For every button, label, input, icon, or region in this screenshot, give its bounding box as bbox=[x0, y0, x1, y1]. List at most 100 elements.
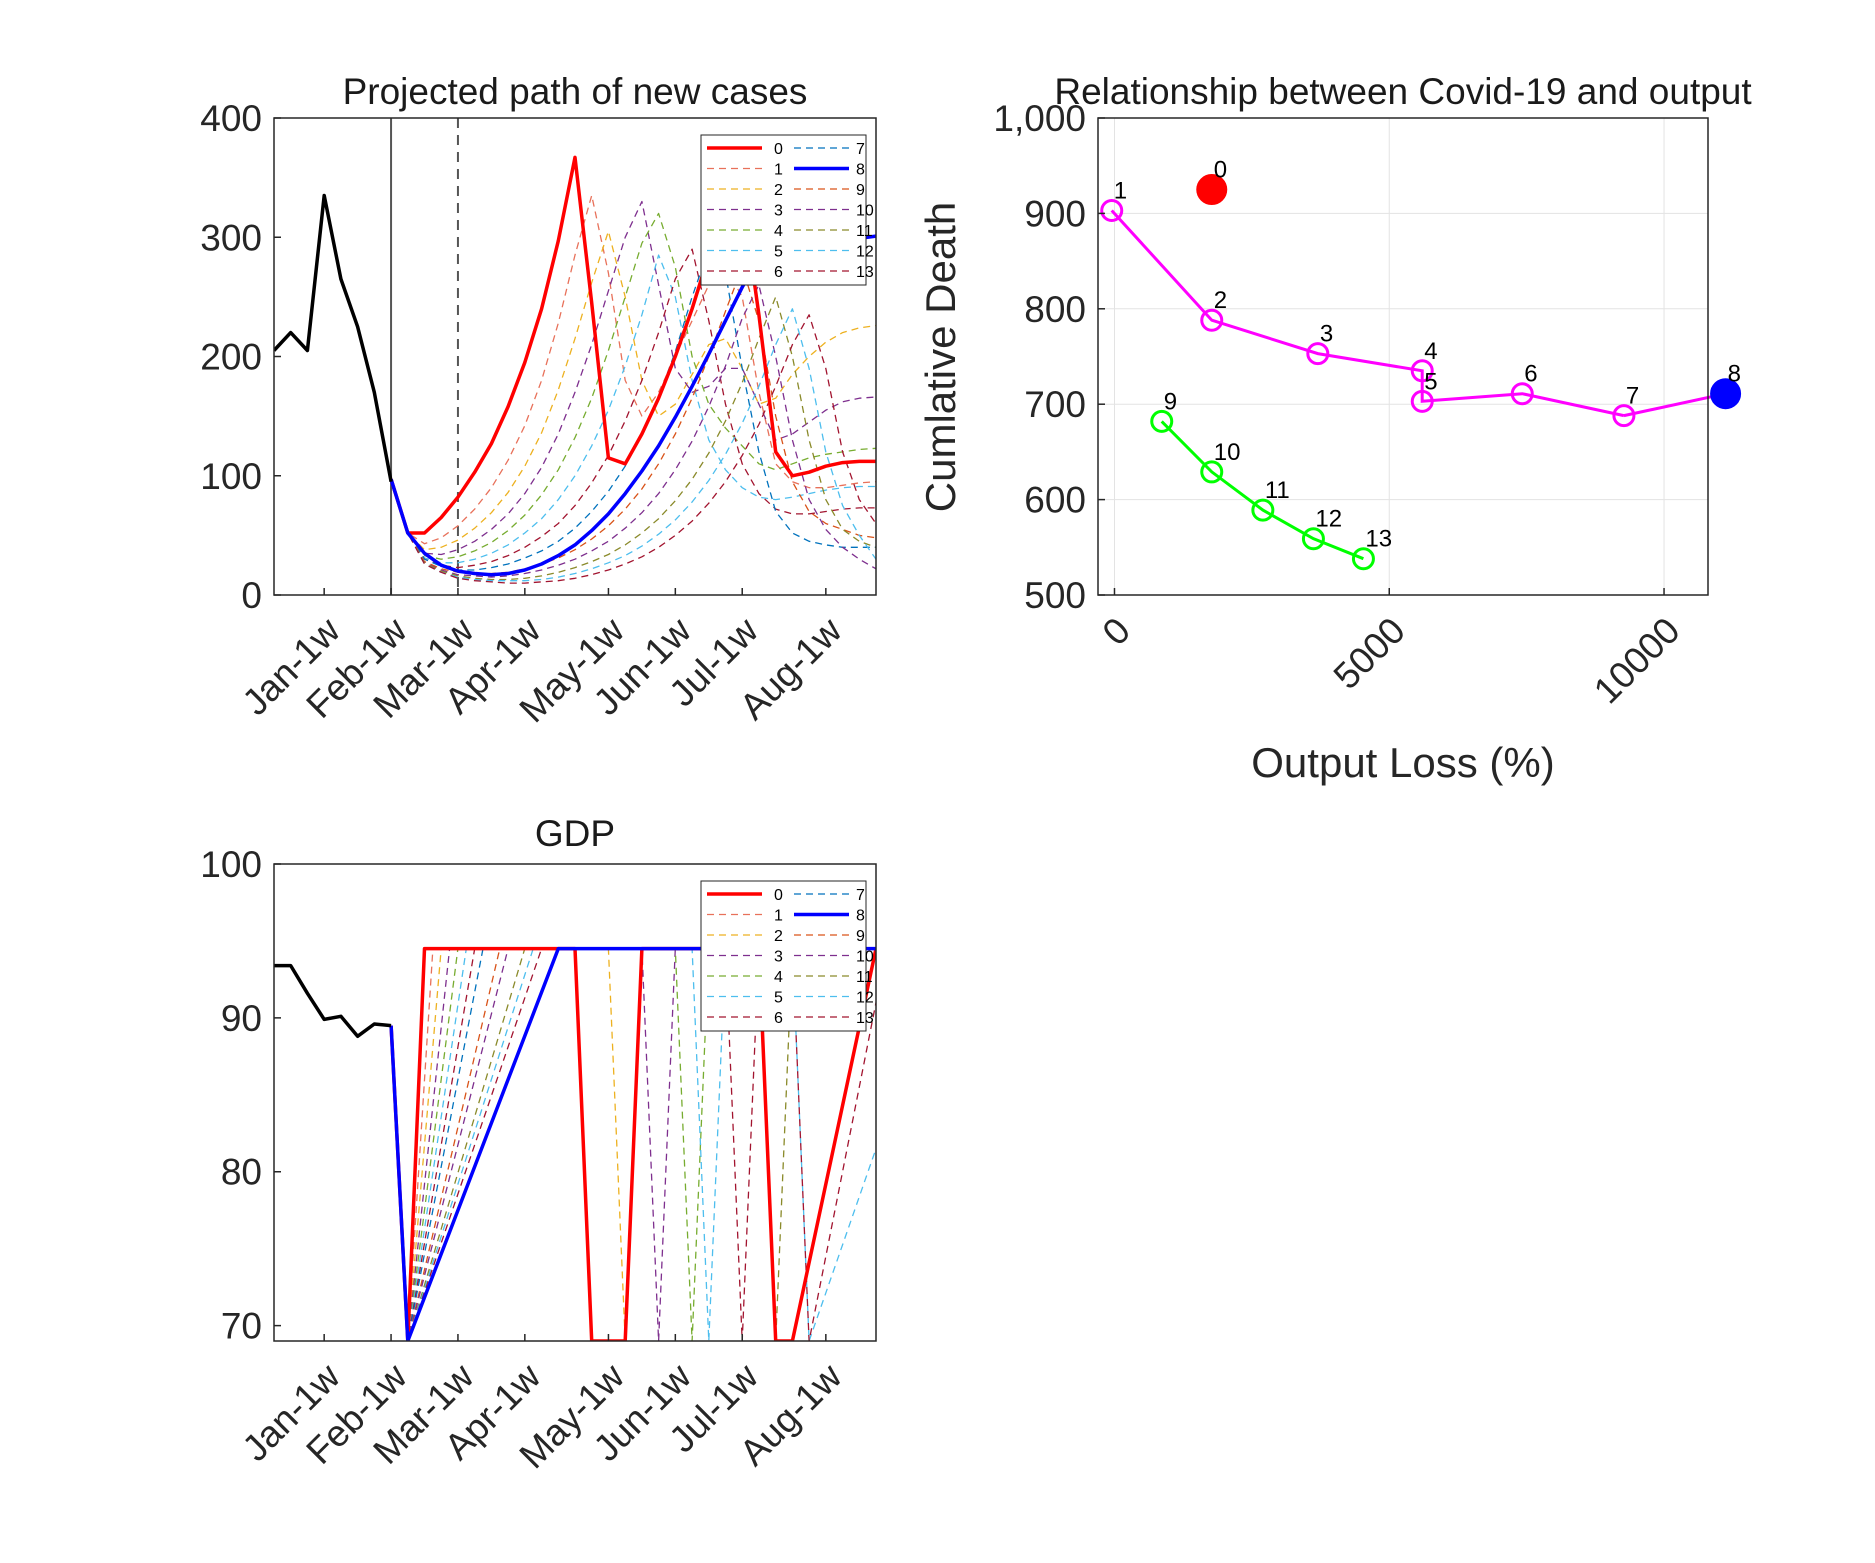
gdp-legend-box bbox=[700, 880, 867, 1032]
tradeoff-point-label: 7 bbox=[1626, 383, 1639, 410]
gdp-axes-box bbox=[273, 863, 877, 1342]
tradeoff-point-label: 0 bbox=[1214, 157, 1227, 184]
cases-series-12-line bbox=[390, 308, 876, 582]
gdp-legend-label: 13 bbox=[856, 1010, 874, 1027]
tradeoff-point-label: 6 bbox=[1524, 361, 1537, 388]
cases-ytick-label: 400 bbox=[200, 98, 262, 139]
tradeoff-point-10 bbox=[1200, 460, 1224, 484]
gdp-legend-label: 4 bbox=[774, 969, 783, 986]
tradeoff-chart-title: Relationship between Covid-19 and output bbox=[1054, 71, 1752, 112]
cases-legend-label: 0 bbox=[774, 141, 783, 158]
tradeoff-point-label: 3 bbox=[1320, 321, 1333, 348]
gdp-legend-label: 6 bbox=[774, 1010, 783, 1027]
gdp-ytick-label: 90 bbox=[221, 998, 262, 1039]
cases-series-13-line bbox=[390, 314, 876, 584]
tradeoff-point-6 bbox=[1510, 382, 1534, 406]
gdp-ytick-label: 70 bbox=[221, 1306, 262, 1347]
tradeoff-point-label: 12 bbox=[1315, 506, 1342, 533]
tradeoff-point-7 bbox=[1612, 404, 1636, 428]
cases-legend-label: 8 bbox=[856, 162, 865, 179]
tradeoff-point-13 bbox=[1351, 547, 1375, 571]
gdp-legend-label: 0 bbox=[774, 887, 783, 904]
tradeoff-point-2 bbox=[1200, 308, 1224, 332]
tradeoff-series-1-line bbox=[1160, 420, 1364, 561]
tradeoff-point-8 bbox=[1710, 378, 1742, 410]
tradeoff-point-12 bbox=[1301, 527, 1325, 551]
cases-legend-label: 12 bbox=[856, 244, 874, 261]
tradeoff-point-label: 8 bbox=[1728, 361, 1741, 388]
cases-ytick-label: 300 bbox=[200, 217, 262, 258]
cases-chart-title: Projected path of new cases bbox=[343, 71, 808, 112]
gdp-history-line bbox=[274, 963, 392, 1039]
cases-series-3-line bbox=[390, 200, 876, 556]
tradeoff-ytick-label: 1,000 bbox=[993, 98, 1086, 139]
cases-series-7-line bbox=[390, 248, 876, 571]
cases-legend-label: 9 bbox=[856, 182, 865, 199]
gdp-legend-label: 11 bbox=[856, 969, 873, 986]
gdp-legend-label: 10 bbox=[856, 949, 874, 966]
tradeoff-point-label: 10 bbox=[1214, 439, 1241, 466]
cases-series-10-line bbox=[390, 284, 876, 578]
tradeoff-point-label: 4 bbox=[1424, 338, 1437, 365]
tradeoff-point-11 bbox=[1251, 498, 1275, 522]
cases-plot-area bbox=[274, 118, 876, 595]
cases-legend-label: 6 bbox=[774, 264, 783, 281]
tradeoff-x-axis-label: Output Loss (%) bbox=[1251, 739, 1554, 786]
cases-series-4-line bbox=[390, 212, 876, 560]
tradeoff-point-label: 9 bbox=[1164, 388, 1177, 415]
tradeoff-ytick-label: 900 bbox=[1024, 193, 1086, 234]
gdp-legend-label: 9 bbox=[856, 928, 865, 945]
tradeoff-series-0-line bbox=[1110, 209, 1625, 418]
gdp-legend-label: 2 bbox=[774, 928, 783, 945]
gdp-chart-title: GDP bbox=[535, 813, 615, 854]
tradeoff-point-5 bbox=[1410, 389, 1434, 413]
gdp-ytick-label: 80 bbox=[221, 1152, 262, 1193]
cases-series-1-line bbox=[390, 194, 876, 545]
tradeoff-point-0 bbox=[1196, 174, 1228, 206]
cases-ytick-label: 0 bbox=[241, 575, 262, 616]
tradeoff-ytick-label: 600 bbox=[1024, 480, 1086, 521]
tradeoff-ytick-label: 500 bbox=[1024, 575, 1086, 616]
cases-series-0-line bbox=[389, 155, 876, 535]
tradeoff-point-4 bbox=[1410, 359, 1434, 383]
tradeoff-point-label: 13 bbox=[1365, 526, 1392, 553]
cases-legend-label: 3 bbox=[774, 203, 783, 220]
cases-series-5-line bbox=[390, 254, 876, 564]
cases-legend-label: 11 bbox=[856, 223, 873, 240]
cases-legend-label: 2 bbox=[774, 182, 783, 199]
cases-legend-label: 10 bbox=[856, 203, 874, 220]
tradeoff-point-label: 11 bbox=[1265, 477, 1290, 504]
tradeoff-point-9 bbox=[1150, 409, 1174, 433]
gdp-legend-label: 7 bbox=[856, 887, 865, 904]
cases-legend-label: 7 bbox=[856, 141, 865, 158]
cases-legend-box bbox=[700, 134, 867, 286]
gdp-legend-label: 3 bbox=[774, 949, 783, 966]
cases-ytick-label: 200 bbox=[200, 337, 262, 378]
tradeoff-ytick-label: 800 bbox=[1024, 289, 1086, 330]
cases-history-line bbox=[274, 193, 393, 483]
cases-legend-label: 13 bbox=[856, 264, 874, 281]
tradeoff-ytick-label: 700 bbox=[1024, 384, 1086, 425]
cases-legend-label: 4 bbox=[774, 223, 783, 240]
tradeoff-y-axis-label: Cumlative Death bbox=[917, 202, 964, 512]
cases-ytick-label: 100 bbox=[200, 456, 262, 497]
tradeoff-point-3 bbox=[1306, 342, 1330, 366]
cases-legend-label: 1 bbox=[774, 162, 783, 179]
cases-series-6-line bbox=[390, 248, 876, 569]
gdp-legend-label: 12 bbox=[856, 990, 874, 1007]
gdp-ytick-label: 100 bbox=[200, 844, 262, 885]
gdp-legend-label: 8 bbox=[856, 908, 865, 925]
tradeoff-axes-box bbox=[1097, 117, 1709, 596]
tradeoff-point-label: 5 bbox=[1424, 368, 1437, 395]
tradeoff-point-1 bbox=[1100, 199, 1124, 223]
tradeoff-point-label: 2 bbox=[1214, 287, 1227, 314]
cases-legend-label: 5 bbox=[774, 244, 783, 261]
gdp-legend-label: 5 bbox=[774, 990, 783, 1007]
gdp-series-0-line bbox=[389, 946, 876, 1341]
tradeoff-point-label: 1 bbox=[1114, 178, 1127, 205]
gdp-legend-label: 1 bbox=[774, 908, 783, 925]
